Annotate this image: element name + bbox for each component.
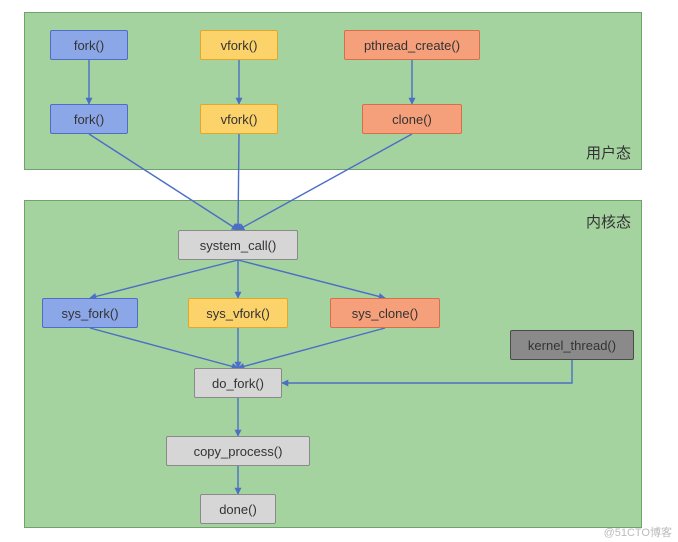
- node-label: copy_process(): [194, 444, 283, 459]
- node-label: vfork(): [221, 38, 258, 53]
- node-sys-fork: sys_fork(): [42, 298, 138, 328]
- node-pthread-create: pthread_create(): [344, 30, 480, 60]
- watermark: @51CTO博客: [604, 524, 672, 540]
- node-label: sys_clone(): [352, 306, 418, 321]
- node-fork-user: fork(): [50, 30, 128, 60]
- node-label: sys_vfork(): [206, 306, 270, 321]
- node-done: done(): [200, 494, 276, 524]
- node-sys-vfork: sys_vfork(): [188, 298, 288, 328]
- node-do-fork: do_fork(): [194, 368, 282, 398]
- node-vfork-user: vfork(): [200, 30, 278, 60]
- diagram-canvas: 用户态 内核态 fork() vfork() pthread_create() …: [0, 0, 678, 542]
- panel-kernel: 内核态: [24, 200, 642, 528]
- node-fork-lib: fork(): [50, 104, 128, 134]
- panel-user-label: 用户态: [586, 142, 631, 163]
- node-label: vfork(): [221, 112, 258, 127]
- panel-kernel-label: 内核态: [586, 211, 631, 232]
- node-vfork-lib: vfork(): [200, 104, 278, 134]
- node-sys-clone: sys_clone(): [330, 298, 440, 328]
- node-label: fork(): [74, 112, 104, 127]
- node-label: sys_fork(): [61, 306, 118, 321]
- node-label: system_call(): [200, 238, 277, 253]
- node-label: pthread_create(): [364, 38, 460, 53]
- node-label: kernel_thread(): [528, 338, 616, 353]
- node-system-call: system_call(): [178, 230, 298, 260]
- node-label: clone(): [392, 112, 432, 127]
- node-copy-process: copy_process(): [166, 436, 310, 466]
- node-label: fork(): [74, 38, 104, 53]
- node-label: done(): [219, 502, 257, 517]
- node-kernel-thread: kernel_thread(): [510, 330, 634, 360]
- node-clone: clone(): [362, 104, 462, 134]
- node-label: do_fork(): [212, 376, 264, 391]
